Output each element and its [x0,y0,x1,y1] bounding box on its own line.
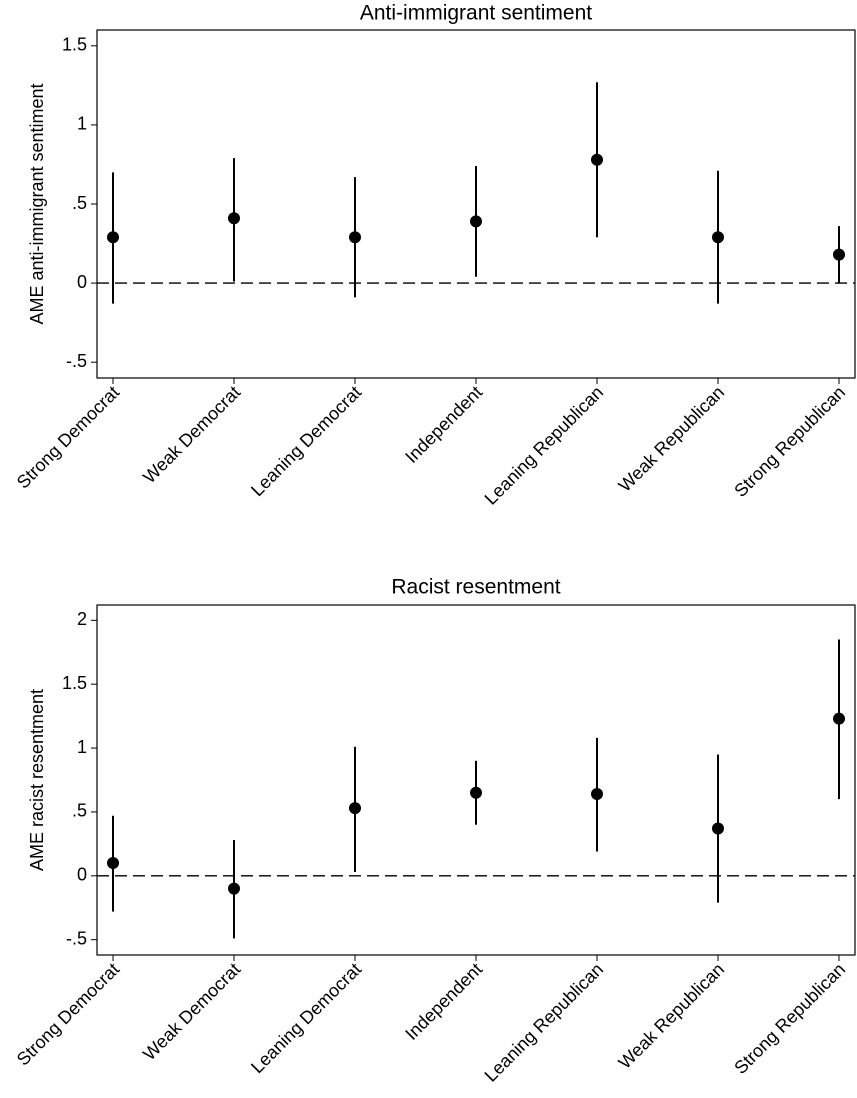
y-axis-label: AME anti-immigrant sentiment [27,83,47,324]
x-tick-label: Weak Republican [615,959,729,1073]
x-tick-label: Leaning Republican [481,382,608,509]
point [349,802,361,815]
chart-title: Racist resentment [391,576,560,599]
x-tick-label: Leaning Democrat [247,382,365,500]
point [591,788,603,801]
x-tick-label: Weak Democrat [139,959,244,1064]
x-tick-label: Strong Democrat [13,382,123,492]
point [470,215,482,228]
x-tick-label: Strong Republican [730,959,849,1078]
y-tick-label: -.5 [66,351,87,371]
point [712,231,724,244]
y-tick-label: 1.5 [62,35,87,55]
y-tick-label: 0 [77,272,87,292]
x-tick-label: Strong Democrat [13,959,123,1069]
point [833,248,845,261]
y-tick-label: .5 [72,193,87,213]
x-tick-label: Independent [401,382,486,467]
x-tick-label: Leaning Democrat [247,959,365,1077]
y-tick-label: 1 [77,114,87,134]
chart-title: Anti-immigrant sentiment [360,2,592,25]
point [107,231,119,244]
y-axis-label: AME racist resentment [27,689,47,871]
point [833,712,845,725]
x-tick-label: Independent [401,959,486,1044]
point [591,153,603,166]
y-tick-label: -.5 [66,928,87,948]
y-tick-label: 0 [77,865,87,885]
point [712,822,724,835]
y-tick-label: 2 [77,609,87,629]
y-tick-label: 1.5 [62,673,87,693]
point [470,786,482,799]
point [349,231,361,244]
point [228,882,240,895]
x-tick-label: Leaning Republican [481,959,608,1086]
x-tick-label: Strong Republican [730,382,849,501]
x-tick-label: Weak Democrat [139,382,244,487]
y-tick-label: .5 [72,801,87,821]
y-tick-label: 1 [77,737,87,757]
point [107,857,119,870]
x-tick-label: Weak Republican [615,382,729,496]
point [228,212,240,225]
